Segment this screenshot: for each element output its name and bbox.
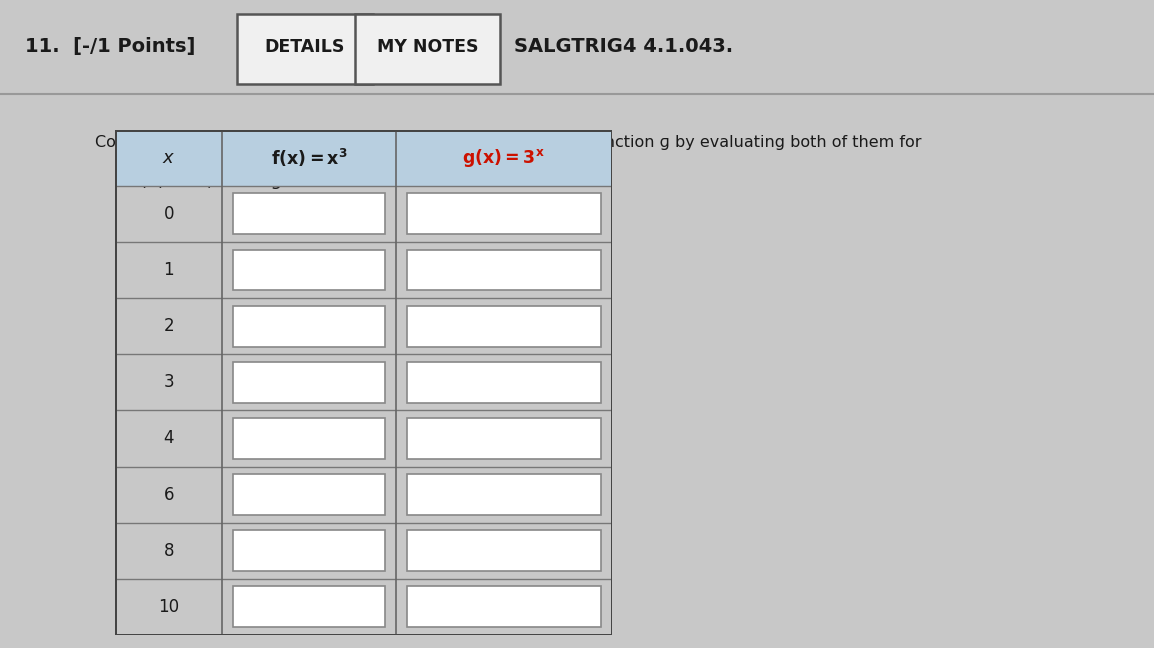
Bar bbox=[233, 530, 384, 572]
Bar bbox=[406, 306, 601, 347]
Bar bbox=[233, 474, 384, 515]
Bar bbox=[233, 362, 384, 403]
Text: 0: 0 bbox=[164, 205, 174, 223]
Bar bbox=[406, 362, 601, 403]
Bar bbox=[233, 193, 384, 235]
Bar bbox=[406, 586, 601, 627]
Bar bbox=[233, 586, 384, 627]
Text: SALGTRIG4 4.1.043.: SALGTRIG4 4.1.043. bbox=[514, 38, 733, 56]
Bar bbox=[406, 193, 601, 235]
Text: 8: 8 bbox=[164, 542, 174, 560]
Text: $\mathit{g}(x) = 3^x$: $\mathit{g}(x) = 3^x$ bbox=[271, 169, 351, 191]
Text: 6: 6 bbox=[164, 485, 174, 503]
FancyBboxPatch shape bbox=[237, 14, 373, 84]
Bar bbox=[233, 306, 384, 347]
Text: 2: 2 bbox=[164, 317, 174, 335]
Bar bbox=[406, 530, 601, 572]
Text: Compare the graphs of the power function ƒ and exponential function ɡ by evaluat: Compare the graphs of the power function… bbox=[95, 135, 921, 150]
Text: 1: 1 bbox=[164, 261, 174, 279]
Text: $\mathit{x}$: $\mathit{x}$ bbox=[162, 148, 175, 167]
Bar bbox=[115, 130, 612, 186]
Bar bbox=[406, 418, 601, 459]
Bar bbox=[233, 249, 384, 290]
Text: $\mathit{f}(x) = x^3;$: $\mathit{f}(x) = x^3;$ bbox=[133, 168, 212, 191]
Text: 10: 10 bbox=[158, 598, 179, 616]
Text: 4: 4 bbox=[164, 430, 174, 448]
FancyBboxPatch shape bbox=[355, 14, 500, 84]
Text: MY NOTES: MY NOTES bbox=[377, 38, 478, 56]
Bar bbox=[233, 418, 384, 459]
Text: 3: 3 bbox=[164, 373, 174, 391]
Bar bbox=[406, 249, 601, 290]
Text: 11.  [-/1 Points]: 11. [-/1 Points] bbox=[25, 38, 196, 56]
Text: $\mathbf{g(x) = 3^x}$: $\mathbf{g(x) = 3^x}$ bbox=[463, 146, 545, 168]
Bar bbox=[406, 474, 601, 515]
Text: $\mathbf{f(x) = x^3}$: $\mathbf{f(x) = x^3}$ bbox=[270, 146, 347, 168]
Text: DETAILS: DETAILS bbox=[264, 38, 345, 56]
